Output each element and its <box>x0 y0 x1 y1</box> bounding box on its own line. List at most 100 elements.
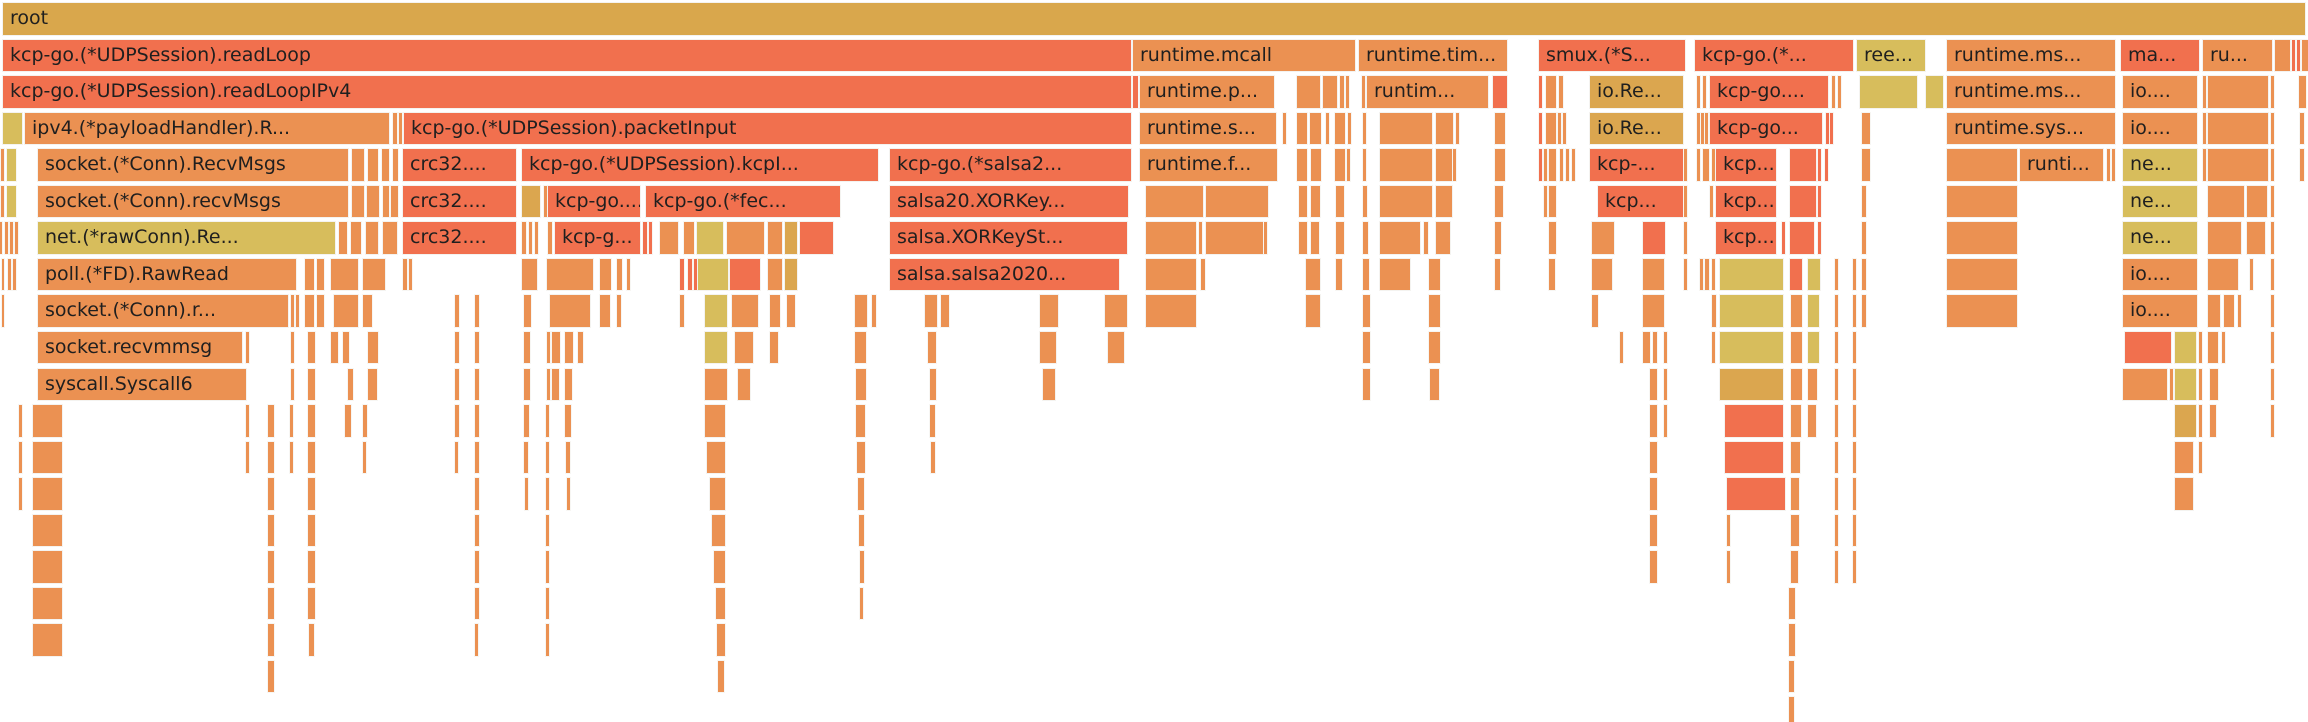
flame-frame[interactable] <box>1788 623 1796 657</box>
flame-frame[interactable] <box>32 404 63 438</box>
flame-frame[interactable] <box>564 404 572 438</box>
flame-frame[interactable] <box>474 513 480 548</box>
flame-frame[interactable] <box>330 257 359 292</box>
flame-frame[interactable] <box>1548 221 1557 255</box>
flame-frame[interactable] <box>769 330 779 365</box>
flame-frame[interactable] <box>350 221 362 255</box>
flame-frame[interactable] <box>2106 148 2111 182</box>
frame-crc32[interactable]: crc32.... <box>402 221 517 255</box>
flame-frame[interactable] <box>534 221 539 255</box>
flame-frame[interactable] <box>1790 513 1800 548</box>
flame-frame[interactable] <box>564 330 574 365</box>
frame-ipv4-payloadhandler-r[interactable]: ipv4.(*payloadHandler).R... <box>24 111 390 146</box>
flame-frame[interactable] <box>290 294 295 328</box>
flame-frame[interactable] <box>1711 294 1717 328</box>
flame-frame[interactable] <box>1696 148 1701 182</box>
frame-net-rawconn-re[interactable]: net.(*rawConn).Re... <box>37 221 336 255</box>
flame-frame[interactable] <box>1334 111 1346 146</box>
flame-frame[interactable] <box>1711 148 1716 182</box>
flame-frame[interactable] <box>1852 550 1857 584</box>
flame-frame[interactable] <box>1704 111 1709 146</box>
flame-frame[interactable] <box>474 477 480 511</box>
frame-ne[interactable]: ne... <box>2122 148 2198 182</box>
frame-runtime-f[interactable]: runtime.f... <box>1139 148 1278 182</box>
flame-frame[interactable] <box>1831 75 1836 109</box>
flame-frame[interactable] <box>307 440 316 475</box>
flame-frame[interactable] <box>1834 257 1839 292</box>
flame-frame[interactable] <box>1719 294 1784 328</box>
flame-frame[interactable] <box>784 221 798 255</box>
flame-frame[interactable] <box>2270 148 2275 182</box>
frame-kcp-go-salsa2[interactable]: kcp-go.(*salsa2... <box>889 148 1132 182</box>
flame-frame[interactable] <box>304 294 315 328</box>
flame-frame[interactable] <box>1452 148 1457 182</box>
frame-poll-fd-rawread[interactable]: poll.(*FD).RawRead <box>37 257 297 292</box>
flame-frame[interactable] <box>1852 404 1857 438</box>
flame-frame[interactable] <box>1428 257 1441 292</box>
flame-frame[interactable] <box>1852 440 1857 475</box>
flame-frame[interactable] <box>1852 477 1857 511</box>
flame-frame[interactable] <box>737 367 751 401</box>
flame-frame[interactable] <box>858 513 865 548</box>
flame-frame[interactable] <box>1642 330 1651 365</box>
flame-frame[interactable] <box>1325 111 1330 146</box>
flame-frame[interactable] <box>616 294 622 328</box>
flame-frame[interactable] <box>382 221 398 255</box>
flame-frame[interactable] <box>1649 404 1658 438</box>
flame-frame[interactable] <box>2198 404 2203 438</box>
flame-frame[interactable] <box>1296 75 1321 109</box>
flame-frame[interactable] <box>1861 221 1867 255</box>
flame-frame[interactable] <box>1039 294 1059 328</box>
flame-frame[interactable] <box>1781 221 1786 255</box>
flame-frame[interactable] <box>1435 221 1451 255</box>
flame-frame[interactable] <box>929 404 936 438</box>
flame-frame[interactable] <box>2174 440 2194 475</box>
flame-frame[interactable] <box>2111 148 2116 182</box>
flame-frame[interactable] <box>1428 330 1441 365</box>
flame-frame[interactable] <box>307 513 316 548</box>
flame-frame[interactable] <box>1362 221 1369 255</box>
flame-frame[interactable] <box>524 477 529 511</box>
flame-frame[interactable] <box>1861 294 1867 328</box>
flame-frame[interactable] <box>304 257 315 292</box>
flame-frame[interactable] <box>2174 330 2197 365</box>
flame-frame[interactable] <box>696 221 724 255</box>
flame-frame[interactable] <box>1861 111 1871 146</box>
frame-io[interactable]: io.... <box>2122 111 2198 146</box>
flame-frame[interactable] <box>545 623 550 657</box>
flame-frame[interactable] <box>704 330 728 365</box>
flame-frame[interactable] <box>547 221 553 255</box>
frame-runti[interactable]: runti... <box>2019 148 2104 182</box>
flame-frame[interactable] <box>551 367 560 401</box>
flame-frame[interactable] <box>545 513 550 548</box>
flame-frame[interactable] <box>1198 221 1203 255</box>
flame-frame[interactable] <box>1548 257 1556 292</box>
flame-frame[interactable] <box>1263 221 1268 255</box>
flame-frame[interactable] <box>382 184 390 219</box>
flame-frame[interactable] <box>14 221 19 255</box>
flame-frame[interactable] <box>1379 111 1433 146</box>
flame-frame[interactable] <box>2246 221 2266 255</box>
flame-frame[interactable] <box>1494 257 1501 292</box>
flame-frame[interactable] <box>1200 257 1206 292</box>
flame-frame[interactable] <box>1790 404 1802 438</box>
flame-frame[interactable] <box>2299 148 2305 182</box>
flame-frame[interactable] <box>704 404 726 438</box>
flame-frame[interactable] <box>2207 111 2269 146</box>
flame-frame[interactable] <box>2174 404 2197 438</box>
flame-frame[interactable] <box>1789 148 1817 182</box>
flame-frame[interactable] <box>307 550 316 584</box>
flame-frame[interactable] <box>1724 440 1784 475</box>
flame-frame[interactable] <box>1696 111 1701 146</box>
flame-frame[interactable] <box>474 623 479 657</box>
flame-frame[interactable] <box>1683 184 1688 219</box>
flame-frame[interactable] <box>1362 294 1371 328</box>
flame-frame[interactable] <box>1309 111 1322 146</box>
flame-frame[interactable] <box>704 367 728 401</box>
flame-frame[interactable] <box>709 477 726 511</box>
flame-frame[interactable] <box>1649 477 1658 511</box>
flame-frame[interactable] <box>1817 221 1822 255</box>
flame-frame[interactable] <box>454 294 460 328</box>
flame-frame[interactable] <box>1562 111 1567 146</box>
flame-frame[interactable] <box>1379 257 1411 292</box>
